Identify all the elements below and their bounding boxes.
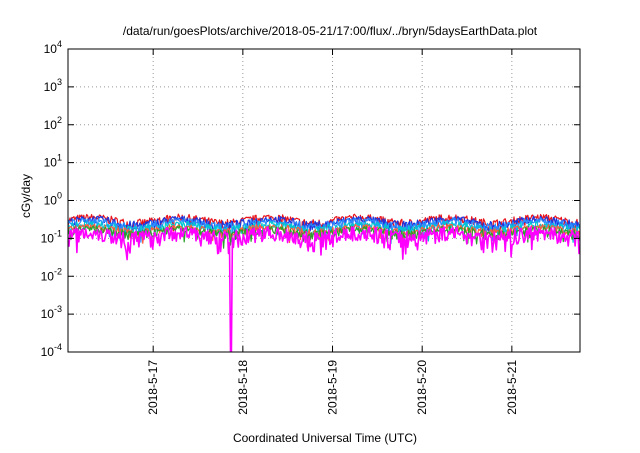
- x-tick-label: 2018-5-21: [505, 360, 519, 415]
- series-line-7: [68, 225, 580, 352]
- y-tick-label: 102: [44, 115, 62, 132]
- x-tick-label: 2018-5-20: [415, 360, 429, 415]
- y-tick-label: 10-4: [41, 342, 62, 359]
- x-tick-label: 2018-5-17: [146, 360, 160, 415]
- series-line-3: [68, 217, 580, 243]
- y-tick-label: 103: [44, 77, 62, 94]
- y-tick-label: 100: [44, 191, 62, 208]
- y-tick-label: 104: [44, 39, 62, 56]
- y-tick-label: 10-2: [41, 266, 62, 283]
- grid: [68, 49, 580, 352]
- y-tick-label: 10-3: [41, 304, 62, 321]
- x-axis-label: Coordinated Universal Time (UTC): [233, 431, 417, 445]
- plot-frame: [67, 48, 581, 353]
- x-tick-label: 2018-5-19: [326, 360, 340, 415]
- y-tick-label: 10-1: [41, 228, 62, 245]
- axes: 10-4 10-3 10-2 10-1 100 101 102 103 104 2018-5-17…: [41, 39, 581, 415]
- x-tick-label: 2018-5-18: [236, 360, 250, 415]
- y-tick-label: 101: [44, 153, 62, 170]
- series-layer: [68, 213, 580, 352]
- y-axis-label: cGy/day: [19, 174, 33, 218]
- chart-title: /data/run/goesPlots/archive/2018-05-21/1…: [123, 24, 538, 38]
